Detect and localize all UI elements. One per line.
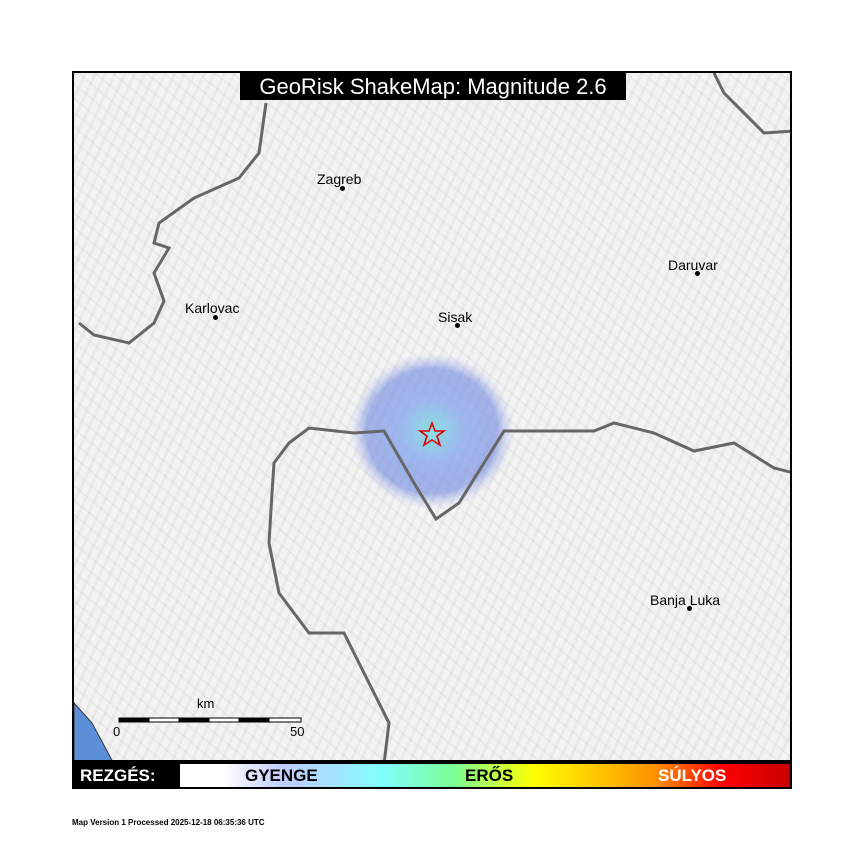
shaking-intensity-area — [350, 353, 514, 509]
legend-level-severe: SÚLYOS — [658, 766, 727, 785]
legend-level-strong: ERŐS — [465, 766, 514, 785]
shakemap-map — [72, 71, 792, 762]
scale-bar — [118, 717, 302, 723]
map-overlay — [74, 73, 790, 760]
city-dot-sisak — [455, 323, 460, 328]
city-label-banja-luka: Banja Luka — [650, 592, 721, 608]
legend-label: REZGÉS: — [80, 766, 156, 785]
city-label-daruvar: Daruvar — [668, 257, 718, 273]
city-label-sisak: Sisak — [438, 309, 473, 325]
city-dot-zagreb — [340, 186, 345, 191]
intensity-legend: REZGÉS: GYENGE ERŐS SÚLYOS — [72, 762, 792, 789]
scale-start: 0 — [113, 724, 121, 739]
city-dot-banja-luka — [687, 606, 692, 611]
city-dot-daruvar — [695, 271, 700, 276]
country-borders — [78, 73, 790, 760]
city-label-karlovac: Karlovac — [185, 300, 240, 316]
water-body — [74, 702, 113, 760]
legend-level-weak: GYENGE — [245, 766, 318, 785]
legend-color-bar: GYENGE ERŐS SÚLYOS — [180, 764, 790, 787]
map-title: GeoRisk ShakeMap: Magnitude 2.6 — [240, 73, 626, 100]
map-version-footer: Map Version 1 Processed 2025-12-18 06:35… — [72, 818, 265, 827]
star-icon — [417, 420, 447, 447]
city-label-zagreb: Zagreb — [317, 171, 362, 187]
scale-unit: km — [197, 696, 215, 711]
city-dot-karlovac — [213, 315, 218, 320]
scale-end: 50 — [290, 724, 305, 739]
